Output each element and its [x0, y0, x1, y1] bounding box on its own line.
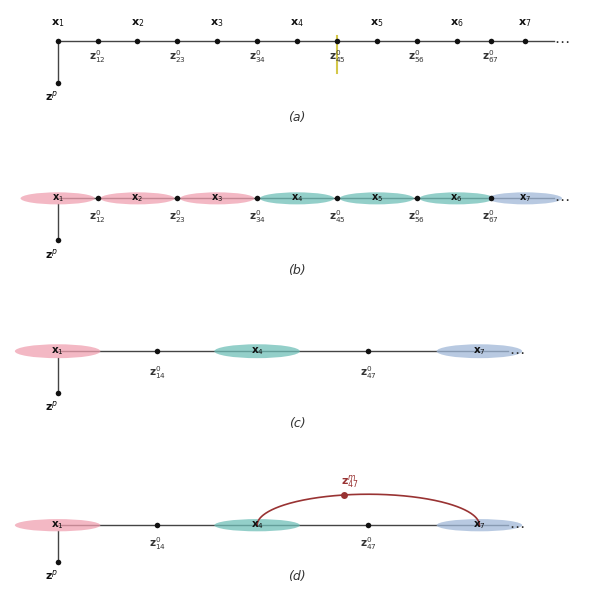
Text: $\mathbf{x}_{6}$: $\mathbf{x}_{6}$ [450, 17, 463, 29]
Text: $\mathbf{z}^{0}_{34}$: $\mathbf{z}^{0}_{34}$ [248, 48, 266, 65]
Text: $\mathbf{z}^{0}_{45}$: $\mathbf{z}^{0}_{45}$ [329, 48, 345, 65]
Text: (b): (b) [288, 264, 306, 277]
Text: (a): (a) [289, 112, 305, 124]
Text: $\mathbf{x}_{1}$: $\mathbf{x}_{1}$ [51, 519, 64, 531]
Text: $\mathbf{x}_{7}$: $\mathbf{x}_{7}$ [473, 519, 486, 531]
Text: $\mathbf{x}_{2}$: $\mathbf{x}_{2}$ [131, 192, 143, 204]
Text: $\mathbf{x}_{3}$: $\mathbf{x}_{3}$ [211, 192, 223, 204]
Text: $\mathbf{x}_{4}$: $\mathbf{x}_{4}$ [251, 345, 263, 357]
Circle shape [419, 192, 494, 204]
Text: $\mathbf{z}^{0}_{47}$: $\mathbf{z}^{0}_{47}$ [360, 536, 377, 552]
Text: $\mathbf{z}^{p}$: $\mathbf{z}^{p}$ [46, 247, 58, 261]
Circle shape [100, 192, 175, 204]
Text: $\mathbf{z}^{0}_{14}$: $\mathbf{z}^{0}_{14}$ [149, 364, 166, 381]
Text: $\mathbf{x}_{5}$: $\mathbf{x}_{5}$ [370, 17, 383, 29]
Text: $\cdots$: $\cdots$ [509, 517, 524, 533]
Circle shape [180, 192, 254, 204]
Circle shape [214, 519, 300, 532]
Text: $\mathbf{x}_{4}$: $\mathbf{x}_{4}$ [291, 192, 303, 204]
Text: $\mathbf{z}^{p}$: $\mathbf{z}^{p}$ [46, 89, 58, 103]
Text: $\mathbf{x}_{7}$: $\mathbf{x}_{7}$ [473, 345, 486, 357]
Text: $\mathbf{x}_{7}$: $\mathbf{x}_{7}$ [519, 192, 531, 204]
Text: $\mathbf{z}^{p}$: $\mathbf{z}^{p}$ [46, 568, 58, 582]
Text: $\mathbf{z}^{0}_{56}$: $\mathbf{z}^{0}_{56}$ [408, 208, 425, 225]
Text: (d): (d) [288, 570, 306, 583]
Text: $\mathbf{z}^{0}_{23}$: $\mathbf{z}^{0}_{23}$ [169, 208, 186, 225]
Text: $\mathbf{z}^{0}_{23}$: $\mathbf{z}^{0}_{23}$ [169, 48, 186, 65]
Text: $\mathbf{z}^{0}_{12}$: $\mathbf{z}^{0}_{12}$ [89, 208, 106, 225]
Text: $\mathbf{z}^{0}_{34}$: $\mathbf{z}^{0}_{34}$ [248, 208, 266, 225]
Text: $\mathbf{z}^{0}_{14}$: $\mathbf{z}^{0}_{14}$ [149, 536, 166, 552]
Text: $\mathbf{z}^{0}_{56}$: $\mathbf{z}^{0}_{56}$ [408, 48, 425, 65]
Text: $\mathbf{x}_{5}$: $\mathbf{x}_{5}$ [371, 192, 383, 204]
Circle shape [15, 345, 100, 358]
Text: $\mathbf{z}^{0}_{67}$: $\mathbf{z}^{0}_{67}$ [482, 48, 499, 65]
Text: $\mathbf{z}^{m}_{47}$: $\mathbf{z}^{m}_{47}$ [341, 473, 359, 490]
Text: $\mathbf{x}_{3}$: $\mathbf{x}_{3}$ [211, 17, 224, 29]
Text: $\mathbf{z}^{0}_{67}$: $\mathbf{z}^{0}_{67}$ [482, 208, 499, 225]
Text: $\mathbf{x}_{4}$: $\mathbf{x}_{4}$ [251, 519, 263, 531]
Text: $\mathbf{x}_{1}$: $\mathbf{x}_{1}$ [52, 192, 64, 204]
Text: (c): (c) [289, 417, 305, 430]
Circle shape [260, 192, 334, 204]
Text: $\mathbf{z}^{0}_{12}$: $\mathbf{z}^{0}_{12}$ [89, 48, 106, 65]
Circle shape [15, 519, 100, 532]
Text: $\mathbf{x}_{6}$: $\mathbf{x}_{6}$ [451, 192, 463, 204]
Text: $\mathbf{z}^{0}_{45}$: $\mathbf{z}^{0}_{45}$ [329, 208, 345, 225]
Text: $\mathbf{z}^{p}$: $\mathbf{z}^{p}$ [46, 399, 58, 414]
Circle shape [437, 519, 522, 532]
Text: $\mathbf{x}_{4}$: $\mathbf{x}_{4}$ [290, 17, 304, 29]
Circle shape [488, 192, 562, 204]
Text: $\cdots$: $\cdots$ [509, 344, 524, 359]
Text: $\mathbf{x}_{2}$: $\mathbf{x}_{2}$ [131, 17, 144, 29]
Circle shape [214, 345, 300, 358]
Text: $\mathbf{z}^{0}_{47}$: $\mathbf{z}^{0}_{47}$ [360, 364, 377, 381]
Text: $\mathbf{x}_{7}$: $\mathbf{x}_{7}$ [518, 17, 532, 29]
Text: $\mathbf{x}_{1}$: $\mathbf{x}_{1}$ [51, 345, 64, 357]
Circle shape [437, 345, 522, 358]
Circle shape [20, 192, 95, 204]
Text: $\cdots$: $\cdots$ [554, 191, 570, 206]
Text: $\mathbf{x}_{1}$: $\mathbf{x}_{1}$ [51, 17, 64, 29]
Text: $\cdots$: $\cdots$ [554, 34, 570, 48]
Circle shape [340, 192, 414, 204]
